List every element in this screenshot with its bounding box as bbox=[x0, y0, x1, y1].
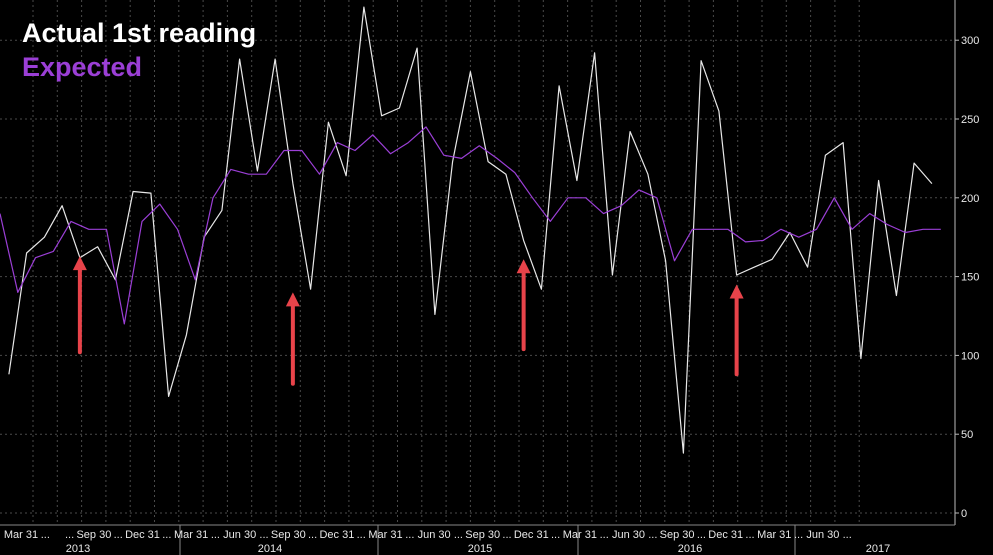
legend-actual: Actual 1st reading bbox=[22, 18, 257, 48]
x-tick-label: Jun 30 bbox=[223, 529, 256, 541]
year-label: 2016 bbox=[678, 543, 702, 555]
x-tick-label: ... bbox=[745, 529, 754, 541]
annotation-arrow bbox=[285, 292, 300, 386]
x-tick-label: Dec 31 bbox=[708, 529, 743, 541]
x-tick-label: Sep 30 bbox=[76, 529, 111, 541]
x-tick-label: ... bbox=[65, 529, 74, 541]
x-tick-label: ... bbox=[697, 529, 706, 541]
series-line-expected bbox=[0, 126, 941, 325]
x-tick-label: Sep 30 bbox=[660, 529, 695, 541]
y-tick-label: 50 bbox=[961, 429, 973, 441]
x-tick-label: Mar 31 bbox=[4, 529, 38, 541]
x-tick-label: ... bbox=[454, 529, 463, 541]
year-label: 2013 bbox=[66, 543, 90, 555]
y-tick-label: 100 bbox=[961, 350, 979, 362]
x-tick-label: Dec 31 bbox=[319, 529, 354, 541]
x-tick-label: ... bbox=[648, 529, 657, 541]
year-label: 2014 bbox=[258, 543, 282, 555]
y-tick-label: 200 bbox=[961, 193, 979, 205]
x-tick-label: Dec 31 bbox=[514, 529, 549, 541]
x-tick-label: Mar 31 bbox=[757, 529, 791, 541]
x-tick-label: Jun 30 bbox=[612, 529, 645, 541]
y-tick-label: 0 bbox=[961, 508, 967, 520]
x-tick-label: ... bbox=[162, 529, 171, 541]
x-tick-label: ... bbox=[308, 529, 317, 541]
series-line-actual bbox=[8, 6, 933, 454]
x-tick-label: Mar 31 bbox=[563, 529, 597, 541]
x-tick-label: ... bbox=[211, 529, 220, 541]
x-tick-label: ... bbox=[794, 529, 803, 541]
y-tick-label: 300 bbox=[961, 35, 979, 47]
legend: Actual 1st reading Expected bbox=[22, 16, 256, 84]
year-label: 2015 bbox=[468, 543, 492, 555]
x-tick-label: ... bbox=[357, 529, 366, 541]
x-tick-label: ... bbox=[405, 529, 414, 541]
x-tick-label: Mar 31 bbox=[368, 529, 402, 541]
x-tick-label: ... bbox=[114, 529, 123, 541]
annotation-arrow bbox=[729, 284, 744, 377]
x-tick-label: ... bbox=[600, 529, 609, 541]
x-tick-label: ... bbox=[259, 529, 268, 541]
axes bbox=[0, 0, 959, 555]
legend-expected: Expected bbox=[22, 52, 143, 82]
x-tick-label: Mar 31 bbox=[174, 529, 208, 541]
y-tick-label: 150 bbox=[961, 272, 979, 284]
x-tick-label: Sep 30 bbox=[465, 529, 500, 541]
x-tick-label: ... bbox=[551, 529, 560, 541]
series-lines bbox=[0, 6, 941, 454]
x-tick-label: ... bbox=[502, 529, 511, 541]
x-tick-label: ... bbox=[41, 529, 50, 541]
annotation-arrow bbox=[516, 259, 531, 352]
x-tick-label: Jun 30 bbox=[806, 529, 839, 541]
x-tick-label: ... bbox=[843, 529, 852, 541]
x-tick-label: Sep 30 bbox=[271, 529, 306, 541]
annotation-arrow bbox=[72, 256, 87, 355]
x-tick-label: Dec 31 bbox=[125, 529, 160, 541]
annotation-arrows bbox=[72, 256, 744, 386]
y-tick-label: 250 bbox=[961, 114, 979, 126]
x-tick-label: Jun 30 bbox=[418, 529, 451, 541]
year-label: 2017 bbox=[866, 543, 890, 555]
gridlines bbox=[0, 0, 955, 525]
